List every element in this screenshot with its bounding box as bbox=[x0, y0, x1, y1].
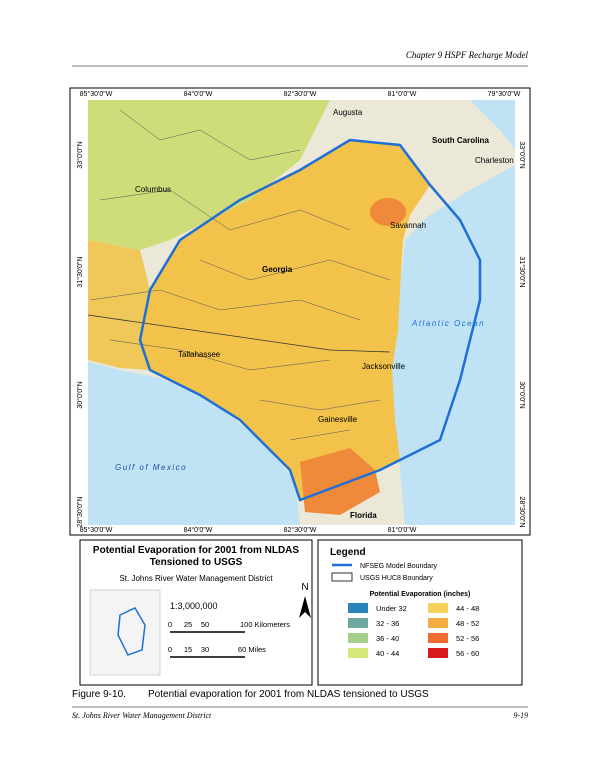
place-label: Augusta bbox=[333, 108, 363, 117]
coord-label: 28°30'0"N bbox=[518, 496, 526, 527]
huc-lines bbox=[89, 109, 391, 441]
header: Chapter 9 HSPF Recharge Model bbox=[406, 50, 529, 60]
legend-label: 48 - 52 bbox=[456, 619, 479, 628]
pe-zone bbox=[88, 100, 330, 250]
coord-label: 33°0'0"N bbox=[76, 141, 84, 168]
footer-left: St. Johns River Water Management Distric… bbox=[72, 711, 212, 720]
scale-label: 30 bbox=[201, 645, 209, 654]
coord-label: 82°30'0"W bbox=[284, 90, 317, 98]
coord-label: 81°0'0"W bbox=[388, 526, 417, 534]
coord-label: 85°30'0"W bbox=[80, 90, 113, 98]
legend-swatch bbox=[348, 618, 368, 628]
place-label: Georgia bbox=[262, 265, 293, 274]
coord-label: 31°30'0"N bbox=[76, 256, 84, 287]
coord-label: 84°0'0"W bbox=[184, 90, 213, 98]
scale-label: 25 bbox=[184, 620, 192, 629]
legend-label: 52 - 56 bbox=[456, 634, 479, 643]
north-label: N bbox=[301, 582, 308, 593]
caption-text: Potential evaporation for 2001 from NLDA… bbox=[148, 689, 429, 700]
legend-swatch bbox=[428, 603, 448, 613]
footer-right: 9-19 bbox=[513, 711, 528, 720]
place-label: South Carolina bbox=[432, 136, 489, 145]
legend-label: 56 - 60 bbox=[456, 649, 479, 658]
pe-zone bbox=[140, 140, 430, 500]
legend-label: 32 - 36 bbox=[376, 619, 399, 628]
place-label: Jacksonville bbox=[362, 362, 406, 371]
place-label: Columbus bbox=[135, 185, 171, 194]
legend-label: 44 - 48 bbox=[456, 604, 479, 613]
pe-title: Potential Evaporation (inches) bbox=[370, 591, 471, 598]
nfseg-boundary bbox=[138, 138, 482, 502]
legend-label: Under 32 bbox=[376, 604, 407, 613]
legend-swatch bbox=[428, 618, 448, 628]
scale-label: 0 bbox=[168, 620, 172, 629]
huc-swatch bbox=[331, 572, 353, 582]
coord-label: 30°0'0"N bbox=[518, 381, 526, 408]
pe-zone bbox=[88, 240, 150, 370]
place-label: Florida bbox=[350, 511, 377, 520]
caption-number: Figure 9-10. bbox=[72, 689, 126, 700]
panel-title: Potential Evaporation for 2001 from NLDA… bbox=[93, 545, 299, 556]
legend-label: 36 - 40 bbox=[376, 634, 399, 643]
coord-label: 84°0'0"W bbox=[184, 526, 213, 534]
scale-label: 50 bbox=[201, 620, 209, 629]
panel-title: Tensioned to USGS bbox=[150, 557, 243, 568]
scale-label: 60 Miles bbox=[238, 645, 266, 654]
legend-swatch bbox=[348, 648, 368, 658]
place-label: Tallahassee bbox=[178, 350, 221, 359]
legend-title: Legend bbox=[330, 547, 366, 558]
coord-label: 79°30'0"W bbox=[488, 90, 521, 98]
map bbox=[87, 100, 515, 525]
legend-label: USGS HUC8 Boundary bbox=[360, 575, 433, 582]
coord-label: 81°0'0"W bbox=[388, 90, 417, 98]
place-label: Gulf of Mexico bbox=[115, 463, 187, 472]
place-label: Atlantic Ocean bbox=[411, 319, 485, 328]
place-label: Gainesville bbox=[318, 415, 358, 424]
locator-map bbox=[89, 589, 161, 676]
coord-label: 31°30'0"N bbox=[518, 256, 526, 287]
legend-swatch bbox=[348, 633, 368, 643]
coord-label: 85°30'0"W bbox=[80, 526, 113, 534]
pe-zone bbox=[370, 198, 406, 226]
legend-swatch bbox=[428, 648, 448, 658]
legend-label: NFSEG Model Boundary bbox=[360, 563, 438, 570]
coord-label: 30°0'0"N bbox=[76, 381, 84, 408]
place-label: Charleston bbox=[475, 156, 514, 165]
pe-zone bbox=[300, 448, 380, 515]
locator-boundary bbox=[117, 607, 146, 656]
coord-label: 82°30'0"W bbox=[284, 526, 317, 534]
legend-label: 40 - 44 bbox=[376, 649, 399, 658]
state-line bbox=[87, 314, 391, 353]
place-label: Savannah bbox=[390, 221, 426, 230]
scale-label: 15 bbox=[184, 645, 192, 654]
legend-swatch bbox=[428, 633, 448, 643]
north-arrow bbox=[299, 596, 311, 618]
coord-label: 33°0'0"N bbox=[518, 141, 526, 168]
legend-swatch bbox=[348, 603, 368, 613]
agency: St. Johns River Water Management Distric… bbox=[119, 574, 273, 583]
scale-label: 0 bbox=[168, 645, 172, 654]
scale-label: 100 Kilometers bbox=[240, 620, 290, 629]
coord-label: 28°30'0"N bbox=[76, 496, 84, 527]
scale: 1:3,000,000 bbox=[170, 601, 218, 611]
